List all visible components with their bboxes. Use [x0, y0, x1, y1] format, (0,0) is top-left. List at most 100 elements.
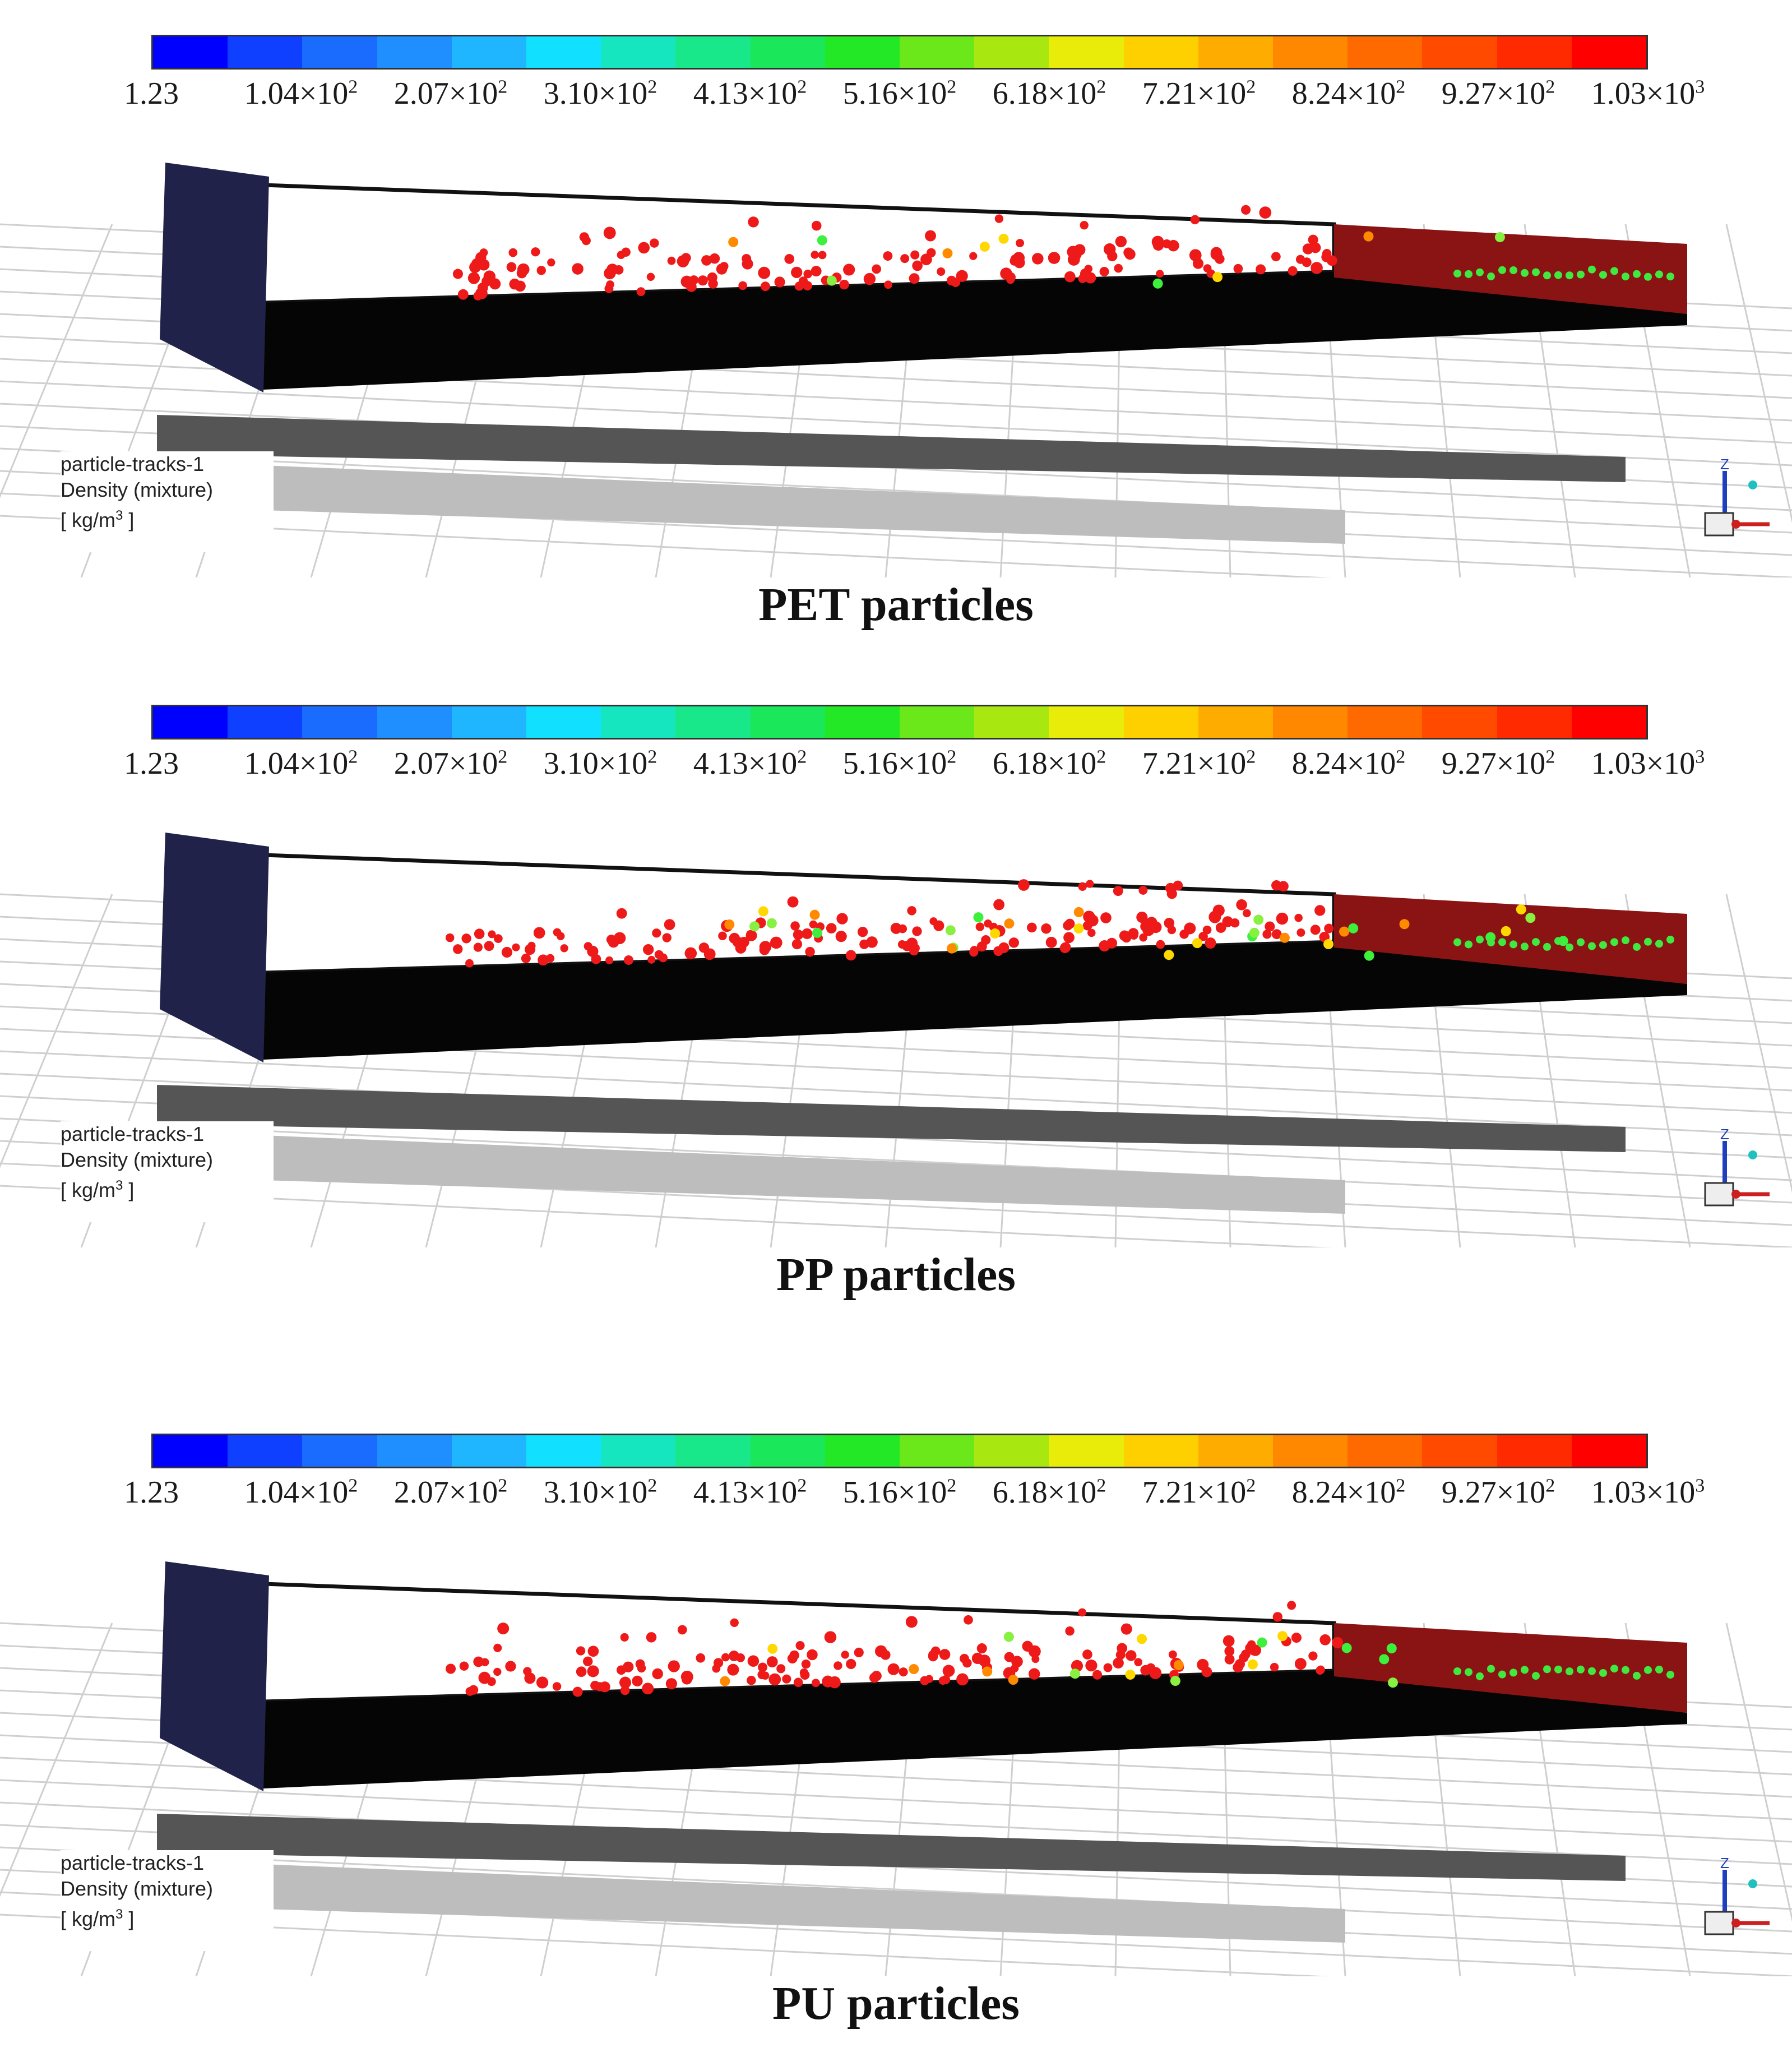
particle-red — [1288, 266, 1298, 276]
axis-triad-icon: Z — [1691, 1855, 1781, 1951]
particle-red — [768, 1673, 781, 1686]
particle-red — [760, 281, 770, 292]
particle-red — [1099, 266, 1109, 276]
particle-green — [1666, 272, 1674, 281]
particle-red — [887, 1663, 900, 1675]
tick-base: 7.21×10 — [1142, 746, 1247, 781]
particle-colored — [1173, 1660, 1184, 1670]
axis-z-label: Z — [1720, 1856, 1729, 1871]
particle-colored — [1364, 950, 1374, 961]
colorbar-segment — [1571, 706, 1647, 738]
colorbar-segment — [900, 706, 975, 738]
tick-base: 3.10×10 — [543, 1475, 648, 1510]
particle-colored — [720, 1676, 730, 1686]
colorbar-segment — [1273, 36, 1348, 68]
particle-red — [1078, 882, 1087, 891]
particle-red — [553, 928, 562, 937]
particle-red — [784, 254, 795, 264]
particle-red — [742, 258, 753, 270]
particle-red — [909, 946, 919, 956]
particle-red — [1008, 937, 1020, 948]
particle-red — [1276, 912, 1289, 925]
particle-colored — [909, 1664, 919, 1675]
particle-colored — [1137, 1634, 1147, 1644]
particle-red — [603, 227, 616, 239]
unit-prefix: [ kg/m — [61, 1907, 116, 1930]
particle-red — [929, 917, 938, 926]
channel-floor — [263, 272, 1687, 390]
particle-colored — [1387, 1677, 1398, 1688]
tick-exponent: 2 — [1396, 1475, 1406, 1496]
particle-red — [1310, 925, 1321, 935]
particle-colored — [973, 912, 984, 923]
tick-exponent: 2 — [797, 746, 807, 768]
colorbar-segment — [1422, 706, 1497, 738]
particle-red — [789, 1650, 799, 1661]
colorbar-tick-label: 1.23 — [124, 76, 179, 112]
tick-exponent: 3 — [1695, 746, 1705, 768]
particle-green — [1509, 940, 1517, 949]
colorbar-tick-label: 7.21×102 — [1142, 1475, 1256, 1510]
particle-red — [846, 1658, 856, 1670]
particle-colored — [812, 927, 822, 938]
particle-colored — [1170, 1676, 1180, 1686]
particle-red — [897, 940, 906, 949]
particle-red — [604, 267, 616, 280]
particle-red — [1086, 880, 1094, 888]
tick-base: 9.27×10 — [1441, 1475, 1546, 1510]
shadow-light — [263, 1135, 1345, 1214]
particle-red — [738, 281, 747, 290]
particle-colored — [1516, 904, 1526, 915]
particle-colored — [767, 1643, 778, 1654]
particle-red — [1278, 881, 1289, 892]
particle-red — [572, 263, 584, 275]
particle-red — [1205, 937, 1216, 949]
particle-red — [1296, 928, 1305, 937]
particle-red — [1189, 249, 1202, 262]
particle-red — [834, 1661, 842, 1670]
particle-colored — [982, 1666, 993, 1677]
particle-colored — [990, 928, 1001, 939]
particle-red — [1083, 910, 1095, 923]
particle-red — [483, 270, 496, 283]
particle-green — [1509, 266, 1517, 275]
particle-colored — [749, 921, 760, 932]
particle-red — [939, 1649, 951, 1660]
tick-exponent: 2 — [1246, 746, 1256, 768]
particle-red — [1028, 1645, 1041, 1658]
colorbar-segment — [601, 706, 676, 738]
particle-green — [1655, 1665, 1663, 1674]
legend-title: particle-tracks-1 — [61, 1122, 205, 1145]
colorbar-tick-label: 7.21×102 — [1142, 76, 1256, 112]
particle-red — [942, 1665, 955, 1677]
particle-red — [795, 1640, 805, 1651]
tick-base: 1.03×10 — [1591, 76, 1696, 111]
particle-red — [883, 251, 893, 261]
particle-red — [1123, 247, 1134, 258]
tick-exponent: 2 — [947, 76, 957, 98]
particle-red — [635, 1659, 645, 1669]
tick-exponent: 2 — [1246, 1475, 1256, 1496]
particle-red — [1136, 911, 1148, 923]
particle-red — [790, 921, 800, 931]
particle-red — [925, 1675, 933, 1683]
particle-colored — [1192, 938, 1202, 949]
particle-green — [1554, 1665, 1562, 1674]
colorbar-segment — [302, 36, 377, 68]
particle-red — [524, 1672, 536, 1684]
particle-red — [664, 919, 675, 931]
particle-red — [446, 1663, 456, 1674]
particle-colored — [1073, 907, 1084, 917]
particle-colored — [1279, 932, 1290, 943]
colorbar-segment — [750, 36, 825, 68]
particle-red — [998, 942, 1010, 953]
particle-red — [1291, 1632, 1302, 1643]
colorbar-segment — [451, 36, 527, 68]
legend-block: particle-tracks-1 Density (mixture)[ kg/m… — [61, 1121, 274, 1222]
particle-red — [1032, 254, 1041, 264]
scene-svg — [0, 833, 1792, 1271]
particle-red — [713, 1658, 724, 1668]
panel-caption: PP particles — [776, 1249, 1016, 1301]
particle-red — [1031, 1655, 1040, 1663]
particle-red — [729, 1651, 739, 1662]
